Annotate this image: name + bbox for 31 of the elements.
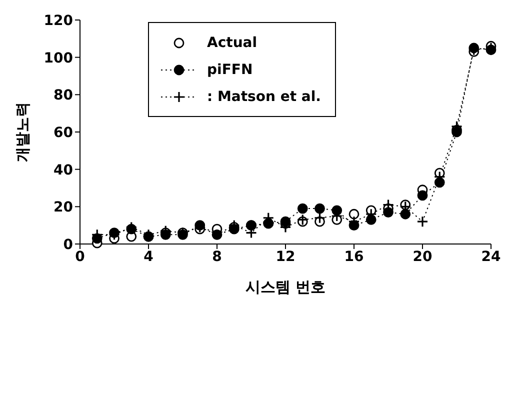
x-tick-label: 4 xyxy=(144,248,154,265)
y-tick-label: 120 xyxy=(44,12,74,29)
y-tick-label: 100 xyxy=(44,50,74,66)
y-tick-label: 40 xyxy=(54,162,74,178)
y-tick-label: 80 xyxy=(54,88,74,104)
x-tick-label: 16 xyxy=(344,248,364,265)
point xyxy=(400,208,411,220)
x-tick-label: 8 xyxy=(212,248,222,265)
y-tick-label: 60 xyxy=(54,124,74,141)
x-tick-label: 24 xyxy=(481,248,501,265)
point xyxy=(417,190,428,201)
legend-label: piFFN xyxy=(207,62,253,78)
point xyxy=(332,205,342,216)
x-tick-label: 12 xyxy=(276,248,296,265)
x-axis-title: 시스템 번호 xyxy=(245,278,326,296)
legend-label: Actual xyxy=(207,34,258,50)
point xyxy=(297,203,308,214)
x-tick-label: 20 xyxy=(412,248,432,265)
point xyxy=(416,216,428,228)
y-tick-label: 20 xyxy=(54,200,74,216)
legend-label: : Matson et al. xyxy=(207,88,321,104)
point xyxy=(348,208,360,220)
point xyxy=(314,212,326,224)
point xyxy=(296,214,308,226)
x-tick-label: 0 xyxy=(75,248,86,265)
point xyxy=(383,207,394,218)
y-axis-title: 개발노력 xyxy=(13,102,32,162)
point xyxy=(434,177,445,188)
point xyxy=(314,203,325,214)
point xyxy=(366,214,376,225)
y-tick-label: 0 xyxy=(63,236,74,253)
